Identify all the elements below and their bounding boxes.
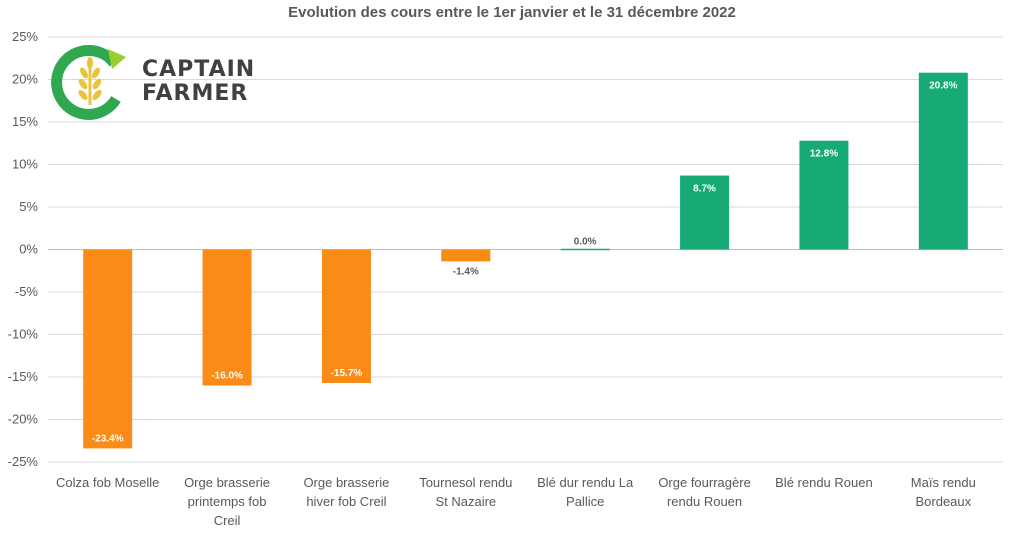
x-tick-label: Tournesol rendu St Nazaire [419,475,512,509]
y-tick-label: 5% [19,199,38,214]
y-tick-label: 0% [19,242,38,257]
bar [83,249,133,449]
x-tick-label: Orge brasserie printemps fob Creil [184,475,270,528]
data-label: 8.7% [693,184,716,195]
data-label: -1.4% [453,266,479,277]
data-label: 0.0% [574,237,597,248]
data-label: -16.0% [211,371,243,382]
y-tick-label: -5% [15,284,39,299]
y-tick-label: 20% [12,72,38,87]
bar [560,248,610,251]
bar [202,249,252,386]
bar [680,175,730,250]
logo-text-line1: CAPTAIN [142,57,256,82]
y-tick-label: 15% [12,114,38,129]
x-tick-label: Orge brasserie hiver fob Creil [303,475,389,509]
data-label: 12.8% [810,149,838,160]
bar [321,249,371,383]
x-tick-label: Blé dur rendu La Pallice [537,475,634,509]
data-label: -23.4% [92,433,124,444]
bar [441,249,491,262]
chart-title: Evolution des cours entre le 1er janvier… [288,4,736,21]
bar [799,140,849,250]
y-tick-label: -25% [8,454,39,469]
x-tick-label: Maïs rendu Bordeaux [911,475,976,509]
x-tick-label: Orge fourragère rendu Rouen [658,475,751,509]
y-tick-label: -10% [8,327,39,342]
data-label: 20.8% [929,81,957,92]
bar [918,72,968,250]
captain-farmer-logo: CAPTAIN FARMER [50,43,260,121]
y-tick-label: -15% [8,369,39,384]
x-tick-label: Colza fob Moselle [56,475,159,490]
y-tick-label: 25% [12,29,38,44]
data-label: -15.7% [331,368,363,379]
wheat-c-icon [51,45,126,120]
x-tick-label: Blé rendu Rouen [775,475,873,490]
y-tick-label: -20% [8,412,39,427]
logo-text-line2: FARMER [142,81,249,106]
y-tick-label: 10% [12,157,38,172]
